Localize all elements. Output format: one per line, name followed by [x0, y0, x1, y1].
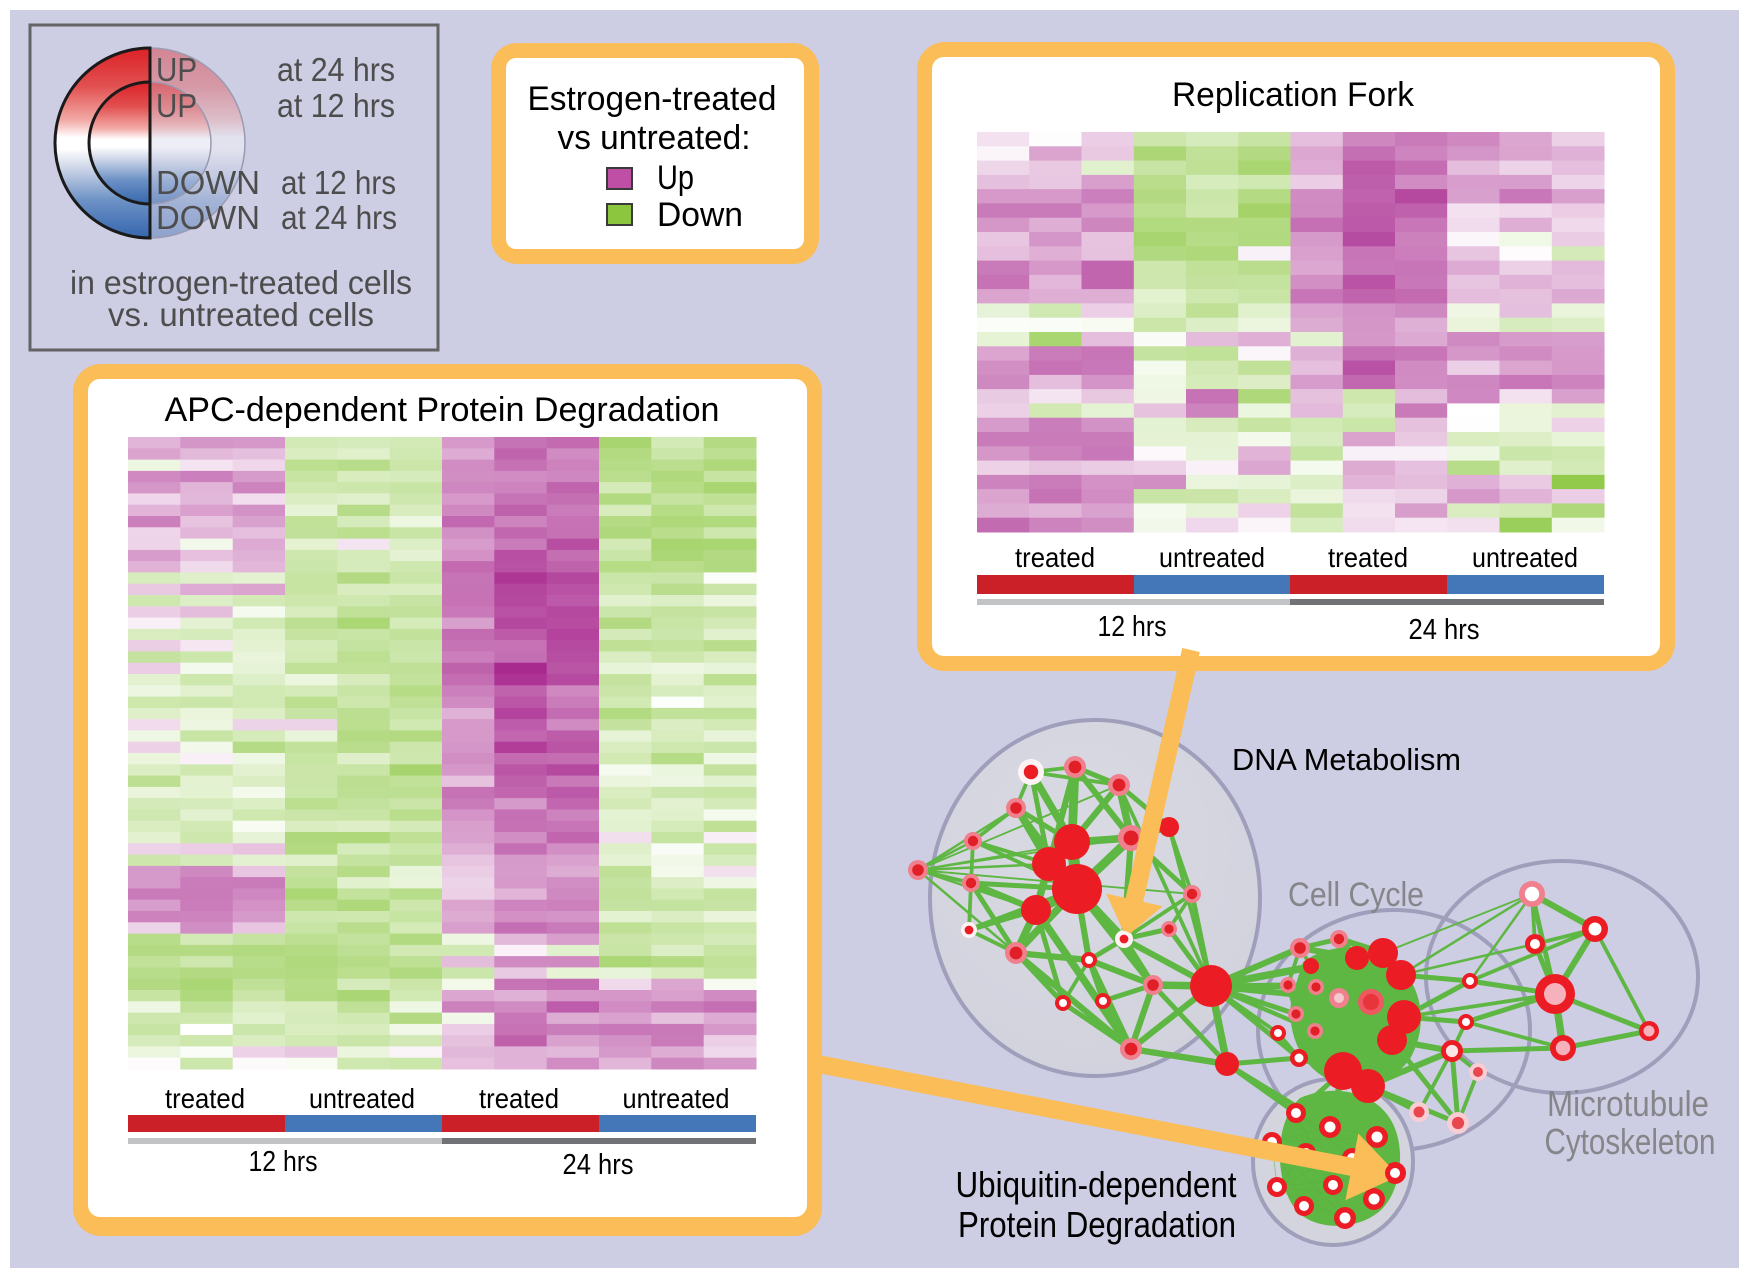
svg-text:untreated: untreated: [1159, 542, 1265, 573]
svg-text:Estrogen-treated: Estrogen-treated: [528, 80, 777, 118]
svg-text:DOWN: DOWN: [156, 164, 260, 201]
svg-text:24 hrs: 24 hrs: [1409, 614, 1480, 646]
svg-text:treated: treated: [165, 1083, 245, 1114]
svg-text:untreated: untreated: [309, 1083, 415, 1114]
svg-text:treated: treated: [1328, 542, 1408, 573]
svg-text:in estrogen-treated cells: in estrogen-treated cells: [70, 264, 412, 301]
svg-text:Microtubule: Microtubule: [1547, 1083, 1709, 1124]
svg-text:Replication Fork: Replication Fork: [1172, 76, 1415, 114]
svg-text:APC-dependent Protein Degradat: APC-dependent Protein Degradation: [165, 391, 720, 429]
svg-text:Down: Down: [657, 196, 743, 234]
svg-text:treated: treated: [479, 1083, 559, 1114]
svg-text:12 hrs: 12 hrs: [249, 1146, 318, 1178]
svg-text:untreated: untreated: [1472, 542, 1578, 573]
svg-text:vs untreated:: vs untreated:: [558, 119, 751, 157]
svg-text:untreated: untreated: [623, 1083, 730, 1114]
svg-text:at 12 hrs: at 12 hrs: [277, 87, 395, 124]
svg-text:DOWN: DOWN: [156, 199, 260, 236]
svg-text:at 24 hrs: at 24 hrs: [281, 199, 397, 236]
svg-text:treated: treated: [1015, 542, 1095, 573]
svg-text:Cytoskeleton: Cytoskeleton: [1545, 1121, 1716, 1162]
svg-text:vs. untreated cells: vs. untreated cells: [108, 296, 374, 333]
svg-text:UP: UP: [156, 87, 197, 124]
svg-text:Protein Degradation: Protein Degradation: [958, 1204, 1236, 1245]
svg-text:Ubiquitin-dependent: Ubiquitin-dependent: [956, 1164, 1237, 1205]
svg-text:at 24 hrs: at 24 hrs: [277, 51, 395, 88]
svg-text:Up: Up: [657, 159, 694, 197]
svg-text:at 12 hrs: at 12 hrs: [281, 164, 396, 201]
svg-text:24 hrs: 24 hrs: [563, 1149, 634, 1181]
svg-text:Cell Cycle: Cell Cycle: [1288, 876, 1424, 914]
svg-text:12 hrs: 12 hrs: [1098, 611, 1167, 643]
svg-text:UP: UP: [156, 51, 197, 88]
svg-text:DNA Metabolism: DNA Metabolism: [1232, 742, 1461, 777]
